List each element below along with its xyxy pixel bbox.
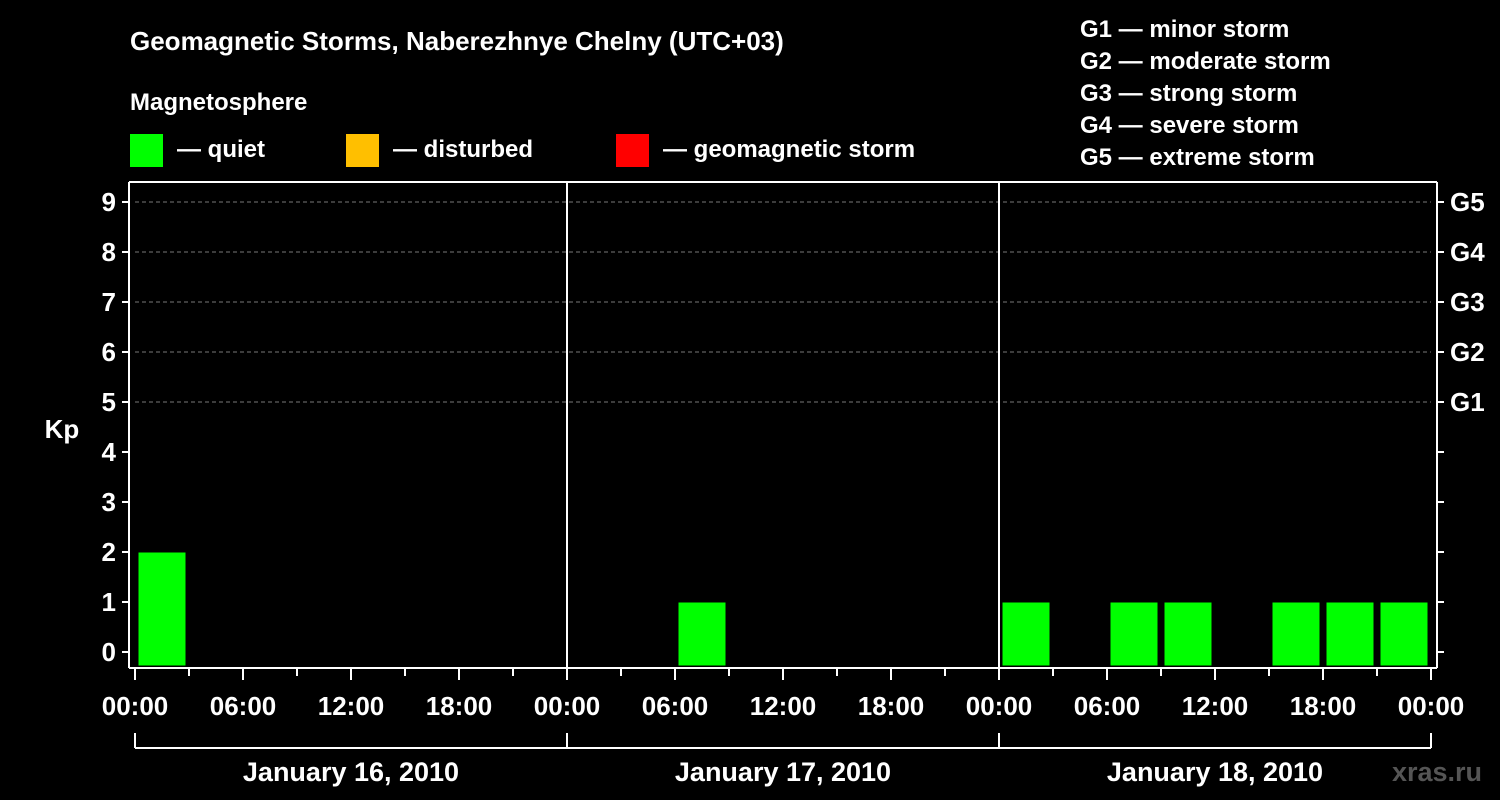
x-tick-label: 00:00 xyxy=(966,691,1033,721)
bar xyxy=(677,601,727,667)
storm-scale-item: G5 — extreme storm xyxy=(1080,144,1315,171)
x-tick-label: 00:00 xyxy=(1398,691,1465,721)
storm-level-label: G4 xyxy=(1450,237,1485,267)
storm-scale-legend: G1 — minor storm G2 — moderate storm G3 — … xyxy=(1080,16,1331,171)
legend: — quiet — disturbed — geomagnetic storm xyxy=(130,134,915,167)
y-tick-label: 6 xyxy=(102,337,116,367)
x-tick-label: 00:00 xyxy=(534,691,601,721)
legend-swatch xyxy=(346,134,379,167)
y-tick-label: 4 xyxy=(102,437,117,467)
legend-swatch xyxy=(616,134,649,167)
legend-label: — quiet xyxy=(177,136,265,163)
grid-lines xyxy=(135,201,1431,403)
y-tick-label: 7 xyxy=(102,287,116,317)
legend-label: — geomagnetic storm xyxy=(663,136,915,163)
x-tick-label: 00:00 xyxy=(102,691,169,721)
storm-level-label: G3 xyxy=(1450,287,1485,317)
x-tick-label: 06:00 xyxy=(210,691,277,721)
legend-label: — disturbed xyxy=(393,136,533,163)
bar xyxy=(1325,601,1375,667)
storm-scale-item: G2 — moderate storm xyxy=(1080,48,1331,75)
x-tick-label: 18:00 xyxy=(1290,691,1357,721)
x-tick-label: 12:00 xyxy=(1182,691,1249,721)
day-label: January 17, 2010 xyxy=(675,757,891,787)
x-tick-label: 18:00 xyxy=(426,691,493,721)
legend-swatch xyxy=(130,134,163,167)
x-tick-label: 12:00 xyxy=(318,691,385,721)
x-tick-label: 06:00 xyxy=(642,691,709,721)
bar xyxy=(1001,601,1051,667)
storm-scale-item: G4 — severe storm xyxy=(1080,112,1299,139)
y-tick-label: 8 xyxy=(102,237,116,267)
bars xyxy=(137,551,1429,667)
storm-scale-item: G3 — strong storm xyxy=(1080,80,1297,107)
legend-title: Magnetosphere xyxy=(130,89,307,116)
y-axis: 0 1 2 3 4 5 6 7 8 9 xyxy=(102,187,129,667)
storm-scale-item: G1 — minor storm xyxy=(1080,16,1289,43)
bar xyxy=(1379,601,1429,667)
day-label: January 16, 2010 xyxy=(243,757,459,787)
x-tick-label: 18:00 xyxy=(858,691,925,721)
storm-level-label: G1 xyxy=(1450,387,1485,417)
storm-scale-axis: G1 G2 G3 G4 G5 xyxy=(1437,187,1485,653)
y-tick-label: 9 xyxy=(102,187,116,217)
plot-frame xyxy=(128,181,1438,669)
x-tick-label: 06:00 xyxy=(1074,691,1141,721)
x-tick-label: 12:00 xyxy=(750,691,817,721)
storm-level-label: G2 xyxy=(1450,337,1485,367)
watermark: xras.ru xyxy=(1392,757,1482,787)
bar xyxy=(137,551,187,667)
x-axis: 00:00 06:00 12:00 18:00 00:00 06:00 12:00 18:00… xyxy=(102,668,1465,721)
y-tick-label: 1 xyxy=(102,587,116,617)
y-axis-label: Kp xyxy=(45,414,80,444)
bar xyxy=(1163,601,1213,667)
day-axis: January 16, 2010 January 17, 2010 January … xyxy=(134,733,1432,787)
storm-level-label: G5 xyxy=(1450,187,1485,217)
y-tick-label: 2 xyxy=(102,537,116,567)
chart-title: Geomagnetic Storms, Naberezhnye Chelny (… xyxy=(130,26,784,56)
y-tick-label: 0 xyxy=(102,637,116,667)
y-tick-label: 5 xyxy=(102,387,116,417)
day-label: January 18, 2010 xyxy=(1107,757,1323,787)
bar xyxy=(1271,601,1321,667)
bar xyxy=(1109,601,1159,667)
y-tick-label: 3 xyxy=(102,487,116,517)
